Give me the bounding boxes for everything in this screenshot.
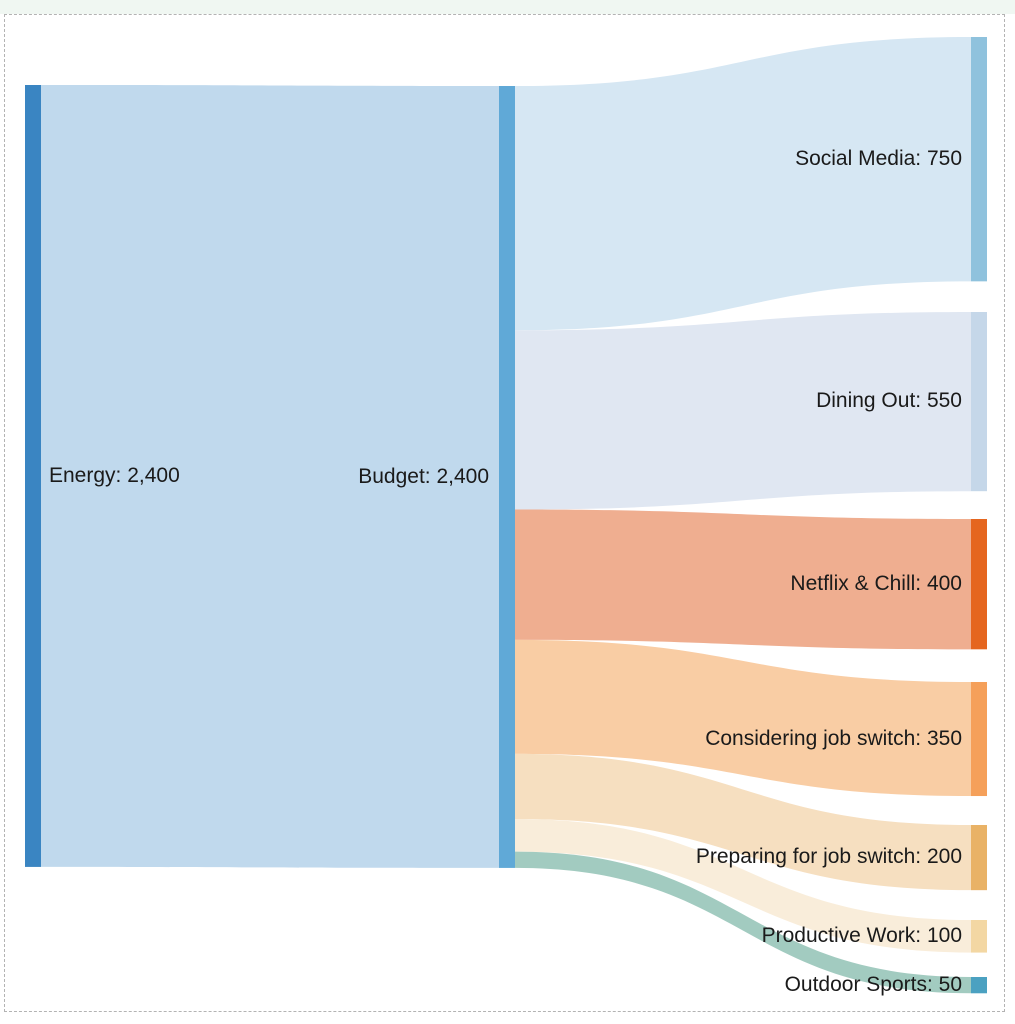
sankey-link-budget-preparing[interactable] — [515, 753, 971, 891]
node-label-dining-out: Dining Out: 550 — [816, 389, 962, 412]
node-label-social-media: Social Media: 750 — [795, 147, 962, 170]
node-label-netflix-chill: Netflix & Chill: 400 — [790, 572, 962, 595]
sankey-node-budget[interactable] — [499, 86, 515, 868]
sankey-link-energy-budget[interactable] — [41, 85, 499, 868]
sankey-node-energy[interactable] — [25, 85, 41, 867]
sankey-node-preparing[interactable] — [971, 825, 987, 891]
node-label-preparing-for-job-switch: Preparing for job switch: 200 — [695, 845, 962, 868]
sankey-link-budget-social[interactable] — [515, 37, 971, 331]
node-label-energy: Energy: 2,400 — [49, 464, 180, 487]
sankey-link-budget-outdoor[interactable] — [515, 851, 971, 994]
node-label-productive-work: Productive Work: 100 — [761, 924, 962, 947]
node-label-budget: Budget: 2,400 — [358, 465, 489, 488]
sankey-node-productive[interactable] — [971, 920, 987, 953]
sankey-node-dining[interactable] — [971, 312, 987, 492]
sankey-link-budget-considering[interactable] — [515, 639, 971, 797]
sankey-link-budget-dining[interactable] — [515, 312, 971, 510]
sankey-link-budget-netflix[interactable] — [515, 509, 971, 650]
sankey-node-netflix[interactable] — [971, 519, 987, 650]
top-margin-band — [0, 0, 1015, 14]
sankey-node-considering[interactable] — [971, 682, 987, 797]
node-label-considering-job-switch: Considering job switch: 350 — [705, 727, 962, 750]
node-label-outdoor-sports: Outdoor Sports: 50 — [784, 973, 962, 996]
sankey-link-budget-productive[interactable] — [515, 819, 971, 953]
sankey-node-social[interactable] — [971, 37, 987, 282]
sankey-node-outdoor[interactable] — [971, 977, 987, 994]
